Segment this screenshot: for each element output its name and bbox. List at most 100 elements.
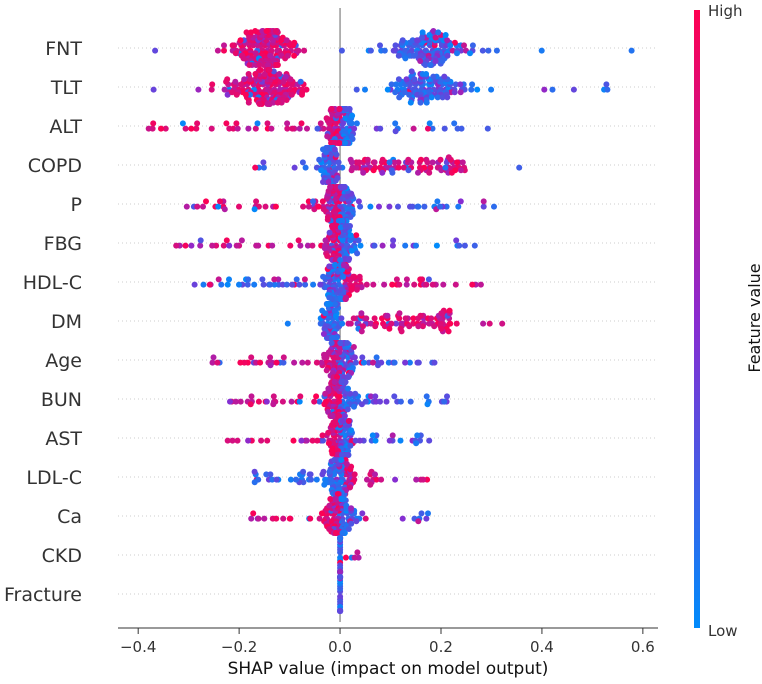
data-point — [328, 106, 335, 112]
data-point — [299, 91, 305, 98]
data-point — [267, 471, 274, 478]
data-point — [441, 398, 448, 405]
data-point — [317, 120, 324, 127]
data-point — [333, 184, 340, 190]
data-point — [291, 164, 298, 171]
data-point — [480, 320, 487, 327]
data-point — [347, 214, 354, 220]
data-point — [337, 569, 344, 575]
data-point — [253, 198, 260, 205]
data-point — [429, 159, 436, 166]
data-point — [385, 359, 392, 366]
data-point — [255, 515, 262, 522]
data-point — [345, 418, 352, 424]
data-point — [381, 281, 388, 288]
data-point — [430, 28, 437, 34]
data-point — [393, 81, 400, 88]
data-point — [221, 42, 227, 49]
data-point — [218, 281, 225, 288]
data-point — [296, 281, 303, 288]
data-point — [271, 276, 278, 283]
x-axis: −0.4 −0.2 0.0 0.2 0.4 0.6 SHAP value (impact … — [118, 627, 658, 679]
data-point — [332, 177, 339, 184]
data-point — [223, 120, 230, 127]
data-point — [260, 281, 267, 288]
data-point — [257, 359, 264, 366]
data-point — [313, 393, 320, 400]
data-point — [379, 156, 386, 163]
feature-label: HDL-C — [23, 272, 82, 294]
data-point — [372, 323, 379, 330]
data-point — [395, 203, 401, 210]
data-point — [274, 99, 281, 106]
data-point — [279, 281, 286, 288]
data-point — [351, 354, 358, 361]
data-point — [358, 401, 365, 408]
data-point — [342, 296, 349, 302]
data-point — [237, 37, 244, 44]
data-point — [426, 169, 433, 176]
data-point — [335, 164, 342, 171]
data-point — [304, 242, 311, 249]
data-point — [439, 58, 446, 64]
data-point — [409, 203, 416, 210]
data-point — [293, 476, 300, 483]
data-point — [493, 47, 500, 54]
feature-label: COPD — [28, 155, 82, 177]
data-point — [410, 315, 417, 322]
data-point — [391, 359, 398, 366]
data-point — [480, 198, 487, 205]
data-point — [363, 315, 370, 322]
data-point — [427, 164, 434, 171]
data-point — [183, 203, 190, 210]
data-point — [224, 437, 231, 444]
data-point — [392, 476, 399, 483]
data-point — [428, 94, 435, 101]
data-point — [345, 526, 352, 532]
data-point — [419, 29, 426, 36]
data-point — [326, 229, 333, 236]
data-point — [337, 257, 344, 263]
data-point — [328, 340, 335, 346]
data-point — [499, 320, 506, 327]
data-point — [229, 437, 236, 444]
data-point — [457, 89, 464, 96]
data-point — [431, 359, 438, 366]
data-point — [150, 120, 157, 127]
data-point — [461, 242, 468, 249]
data-point — [158, 125, 164, 132]
data-point — [251, 468, 258, 475]
data-point — [355, 237, 362, 244]
data-point — [367, 481, 374, 488]
data-point — [345, 320, 352, 327]
data-point — [403, 76, 410, 83]
data-point — [459, 159, 466, 166]
data-point — [351, 554, 358, 561]
data-point — [251, 479, 258, 486]
data-point — [331, 146, 338, 153]
data-point — [316, 156, 323, 163]
data-point — [430, 73, 437, 80]
data-point — [433, 242, 440, 249]
data-point — [353, 86, 360, 93]
colorbar: High Low Feature value — [694, 2, 762, 640]
data-point — [372, 393, 379, 400]
data-point — [353, 232, 360, 239]
data-point — [358, 284, 365, 291]
data-point — [457, 198, 464, 205]
data-point — [252, 28, 259, 34]
data-point — [392, 120, 399, 127]
data-point — [396, 281, 403, 288]
data-point — [334, 452, 341, 458]
data-point — [414, 203, 421, 210]
data-point — [214, 359, 221, 366]
data-point — [442, 164, 449, 171]
data-point — [403, 276, 410, 283]
data-point — [308, 476, 314, 483]
data-point — [256, 101, 263, 107]
data-point — [345, 374, 352, 380]
data-point — [273, 359, 280, 366]
data-point — [349, 112, 356, 119]
data-point — [411, 281, 418, 288]
data-point — [297, 242, 304, 249]
